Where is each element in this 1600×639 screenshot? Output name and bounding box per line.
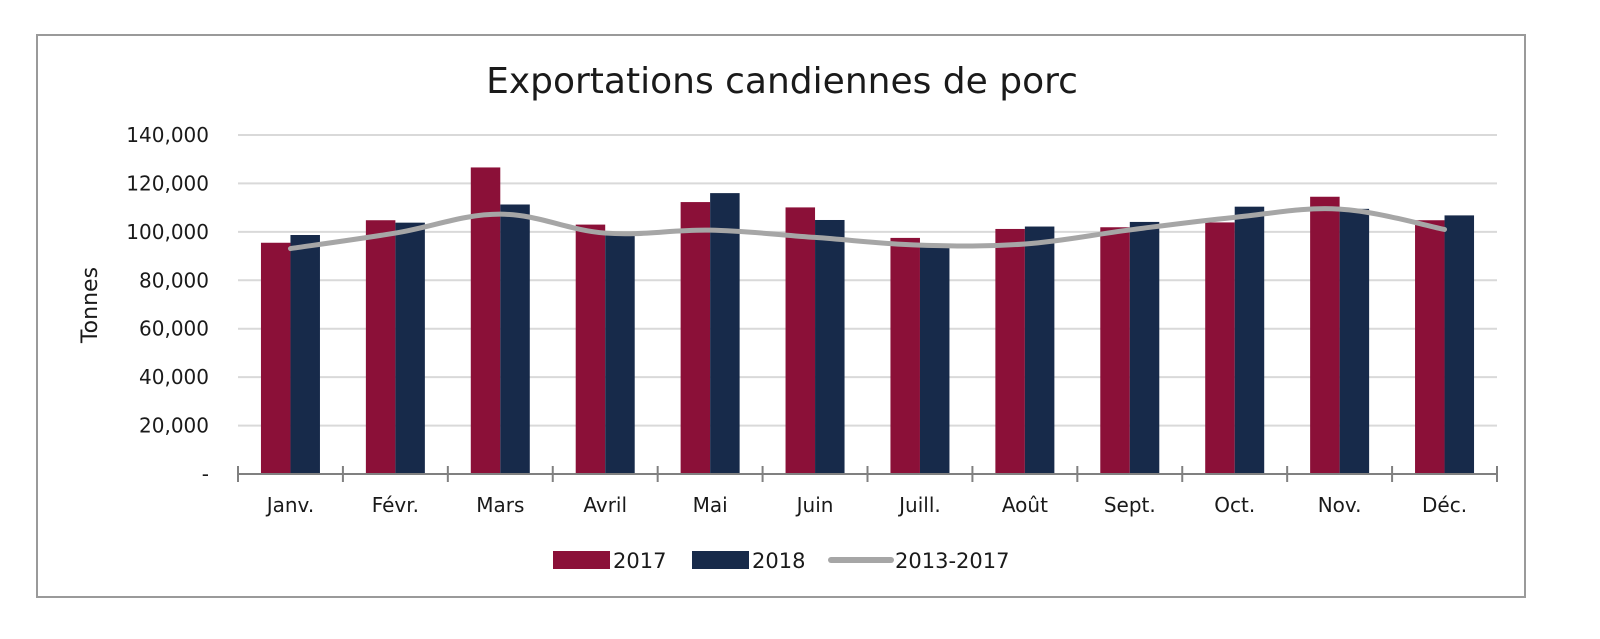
x-tick-label: Janv. (265, 493, 314, 517)
legend-label-2017: 2017 (613, 549, 666, 573)
legend-swatch-2017 (553, 551, 610, 569)
legend-label-2013-2017: 2013-2017 (895, 549, 1009, 573)
legend: 2017 2018 2013-2017 (553, 549, 1009, 573)
legend-swatch-2018 (692, 551, 749, 569)
bar-2018-Nov. (1339, 208, 1370, 474)
bar-2017-Sept. (1100, 227, 1130, 474)
bar-2017-Juin (785, 207, 816, 475)
x-tick-label: Août (1002, 493, 1048, 517)
x-tick-label: Sept. (1104, 493, 1156, 517)
bar-2018-Mai (710, 193, 740, 474)
x-axis (237, 466, 1498, 482)
y-tick-label: 80,000 (139, 268, 209, 292)
x-tick-label: Févr. (372, 493, 419, 517)
tick-labels: - 20,000 40,000 60,000 80,000 100,000 120,000 1… (126, 123, 1467, 517)
bars (260, 167, 1475, 475)
bar-2018-Mars (500, 204, 530, 474)
bar-2017-Août (995, 228, 1025, 474)
x-tick-label: Juill. (897, 493, 941, 517)
y-tick-label: 140,000 (126, 123, 209, 147)
bar-2017-Mai (680, 202, 711, 474)
bar-2018-Août (1024, 226, 1055, 474)
x-tick-label: Nov. (1318, 493, 1362, 517)
bar-2018-Févr. (395, 222, 425, 474)
bar-2018-Avril (605, 233, 635, 474)
bar-2017-Avril (575, 224, 606, 474)
bar-2018-Déc. (1444, 215, 1475, 475)
bar-2018-Sept. (1129, 221, 1160, 474)
bar-2017-Juill. (890, 237, 920, 474)
bar-2017-Déc. (1415, 220, 1445, 474)
bar-2017-Mars (470, 167, 501, 474)
x-tick-label: Avril (583, 493, 627, 517)
y-tick-label: 40,000 (139, 365, 209, 389)
bar-2017-Oct. (1205, 222, 1235, 474)
bar-2018-Juill. (919, 244, 950, 474)
line-2013-2017 (287, 206, 1448, 252)
bar-2018-Oct. (1234, 206, 1265, 474)
gridlines (238, 134, 1497, 427)
y-tick-label: 100,000 (126, 220, 209, 244)
x-tick-label: Déc. (1422, 493, 1467, 517)
bar-2018-Janv. (290, 235, 320, 474)
y-tick-label: - (202, 462, 209, 486)
chart-title: Exportations candiennes de porc (486, 61, 1078, 102)
x-tick-label: Mai (693, 493, 728, 517)
x-tick-label: Mars (476, 493, 524, 517)
bar-2017-Févr. (365, 220, 396, 474)
bar-2017-Janv. (260, 242, 291, 474)
line-series (287, 206, 1448, 252)
legend-label-2018: 2018 (752, 549, 805, 573)
y-axis-title: Tonnes (78, 267, 103, 344)
y-tick-label: 120,000 (126, 171, 209, 195)
bar-2018-Juin (815, 219, 845, 474)
bar-2017-Nov. (1310, 196, 1340, 474)
x-tick-label: Oct. (1214, 493, 1255, 517)
y-tick-label: 20,000 (139, 414, 209, 438)
y-tick-label: 60,000 (139, 317, 209, 341)
x-tick-label: Juin (795, 493, 834, 517)
